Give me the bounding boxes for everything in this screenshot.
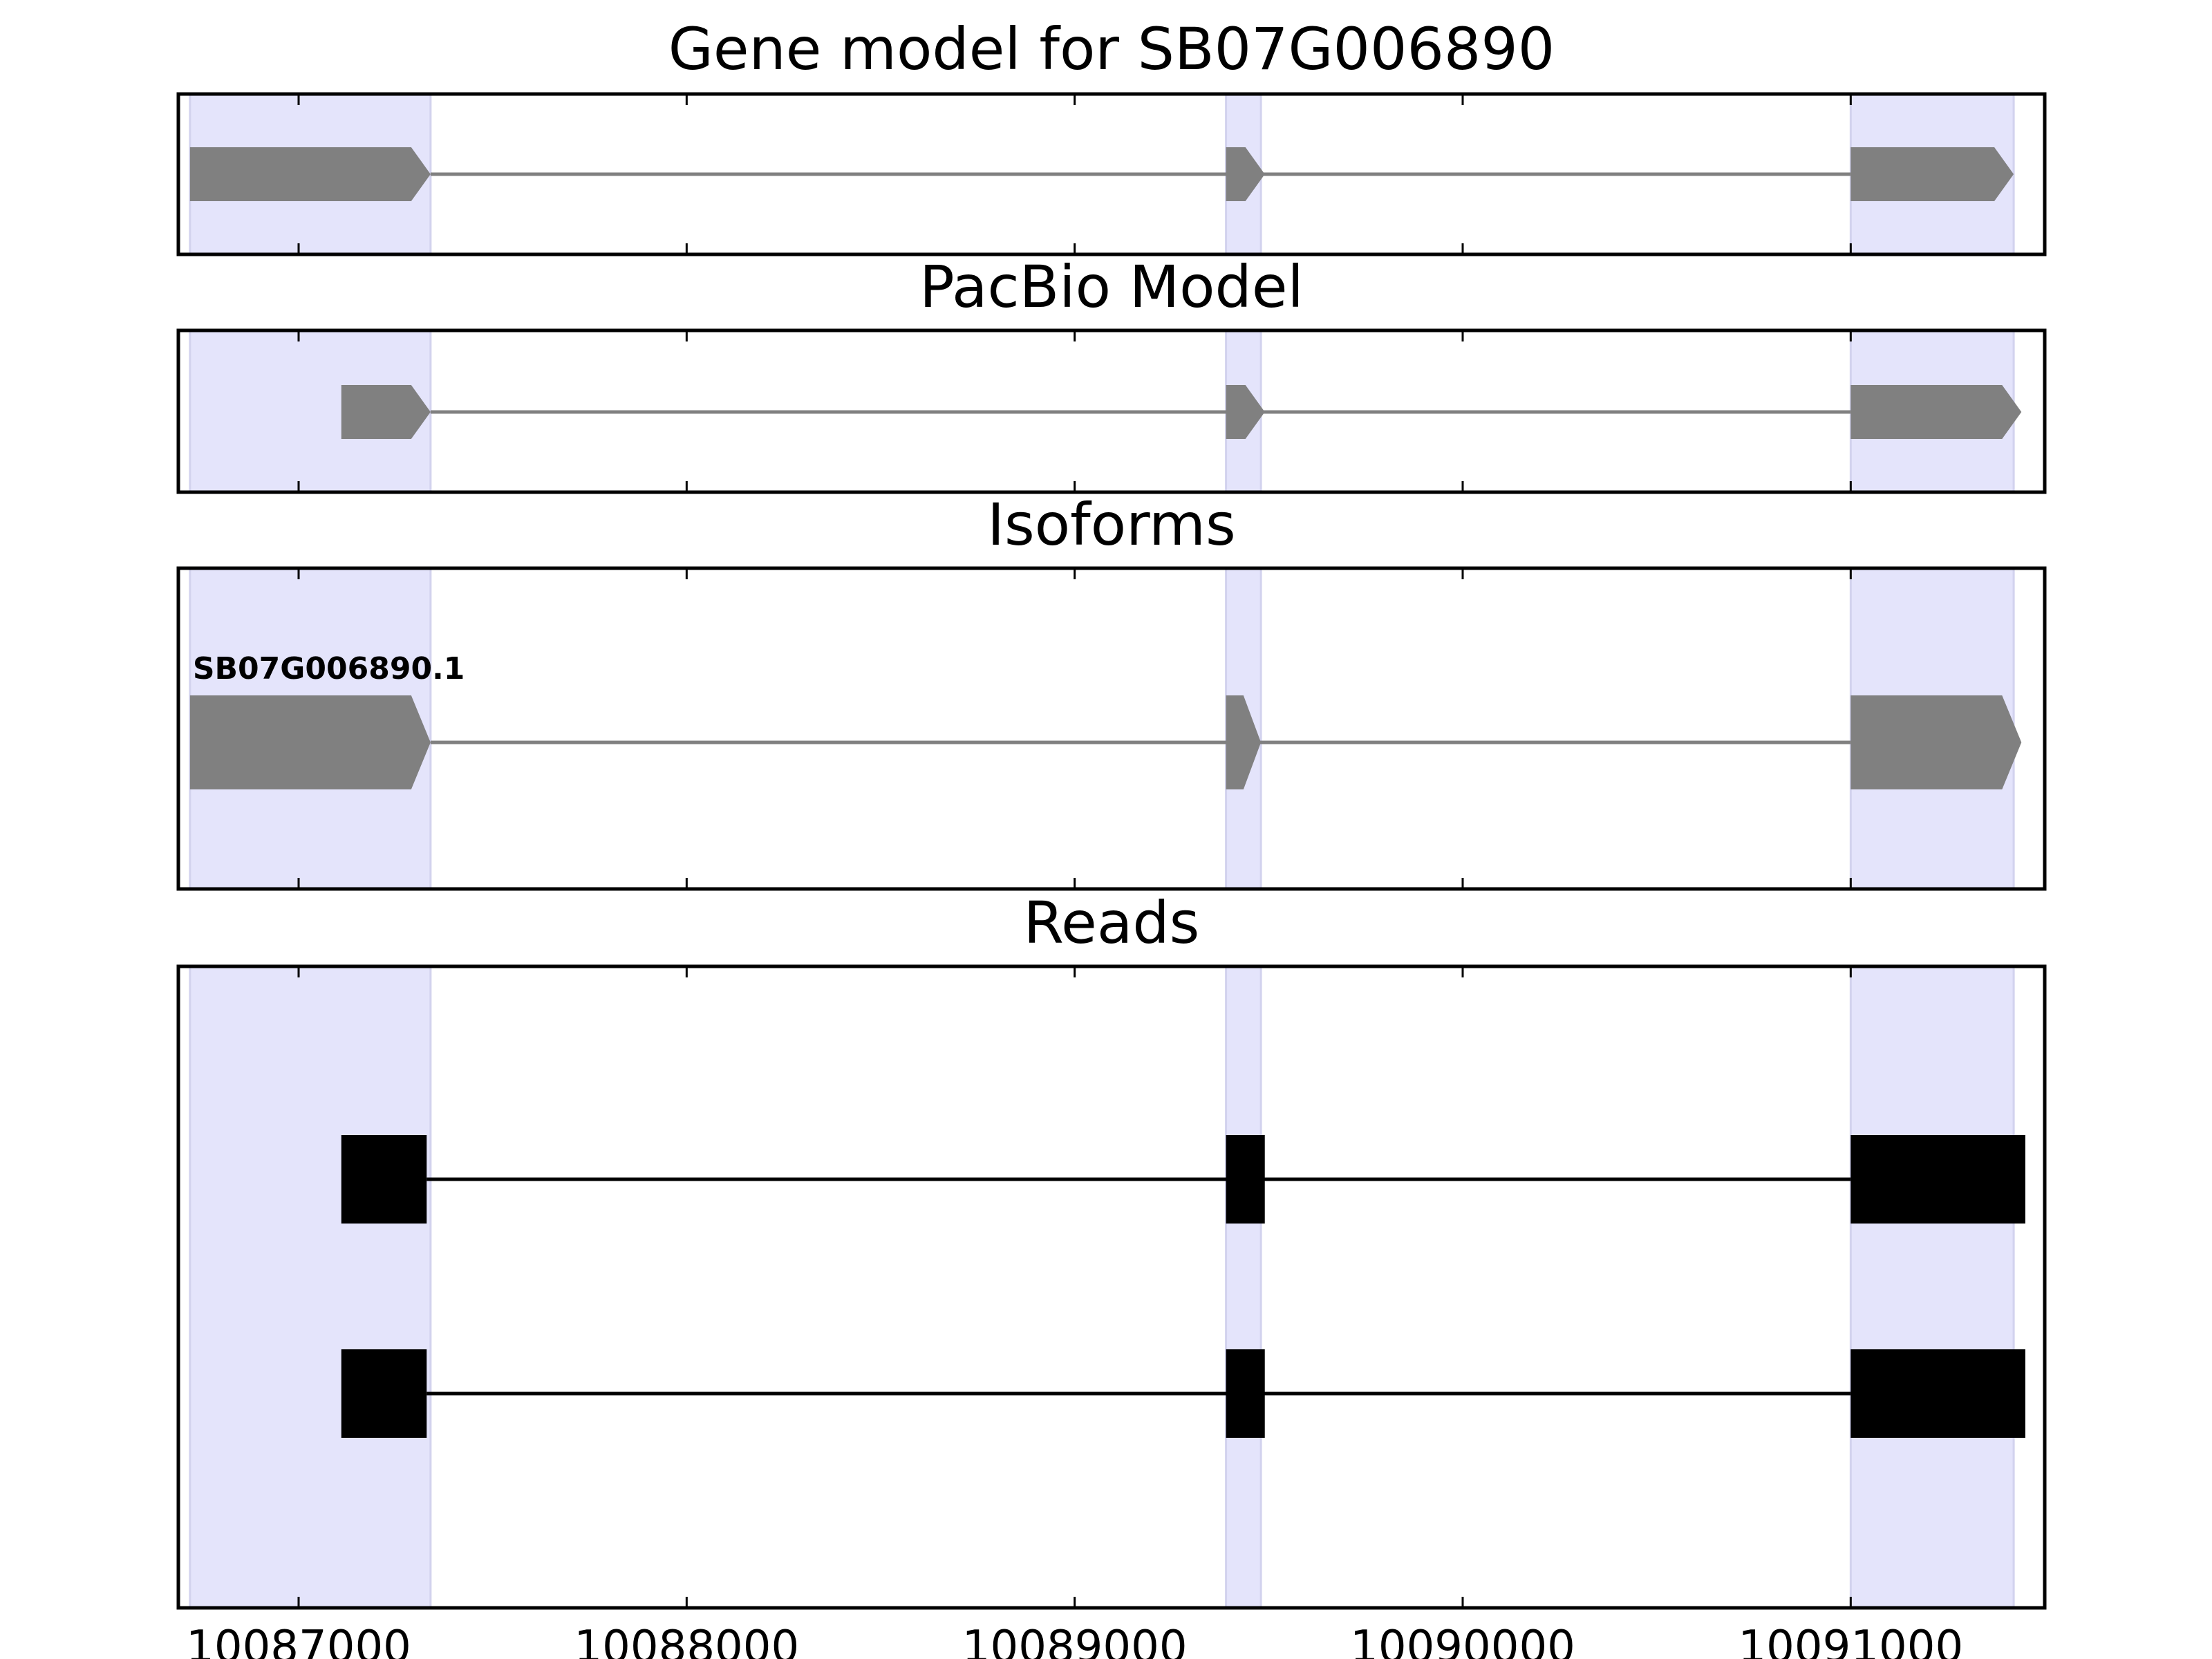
x-tick-label: 10087000 bbox=[186, 1622, 411, 1659]
exon-box bbox=[1850, 1135, 2025, 1224]
exon-arrow bbox=[1850, 147, 2014, 201]
exon-box bbox=[341, 1349, 427, 1438]
highlight-region bbox=[189, 965, 432, 1609]
exon-arrow bbox=[341, 385, 431, 439]
exon-arrow bbox=[1850, 695, 2022, 789]
exon-box bbox=[1226, 1349, 1265, 1438]
panel-frame bbox=[176, 964, 2047, 1610]
panel-title: Gene model for SB07G006890 bbox=[668, 15, 1555, 83]
exon-box bbox=[341, 1135, 427, 1224]
x-tick-label: 10091000 bbox=[1738, 1622, 1963, 1659]
x-tick-label: 10088000 bbox=[574, 1622, 799, 1659]
exon-box bbox=[1850, 1349, 2025, 1438]
panel-4: Reads bbox=[176, 889, 2047, 1610]
panel-frame bbox=[176, 566, 2047, 891]
panel-frame bbox=[176, 92, 2047, 256]
highlight-region bbox=[1225, 965, 1262, 1609]
exon-arrow bbox=[1226, 147, 1265, 201]
exon-box bbox=[1226, 1135, 1265, 1224]
panel-3: SB07G006890.1 Isoforms bbox=[176, 491, 2047, 891]
x-tick-label: 10090000 bbox=[1350, 1622, 1575, 1659]
panel-title: Reads bbox=[1024, 889, 1200, 957]
exon-arrow bbox=[1850, 385, 2022, 439]
exon-arrow bbox=[1226, 695, 1262, 789]
exon-arrow bbox=[189, 147, 431, 201]
panel-title: PacBio Model bbox=[919, 253, 1304, 321]
exon-arrow bbox=[1226, 385, 1265, 439]
x-tick-label: 10089000 bbox=[962, 1622, 1188, 1659]
exon-arrow bbox=[189, 695, 431, 789]
highlight-region bbox=[1849, 965, 2015, 1609]
isoform-label: SB07G006890.1 bbox=[193, 651, 465, 686]
panel-2: PacBio Model bbox=[176, 253, 2047, 494]
panel-title: Isoforms bbox=[987, 491, 1236, 559]
panel-frame bbox=[176, 328, 2047, 494]
panel-1: Gene model for SB07G006890 bbox=[176, 15, 2047, 256]
